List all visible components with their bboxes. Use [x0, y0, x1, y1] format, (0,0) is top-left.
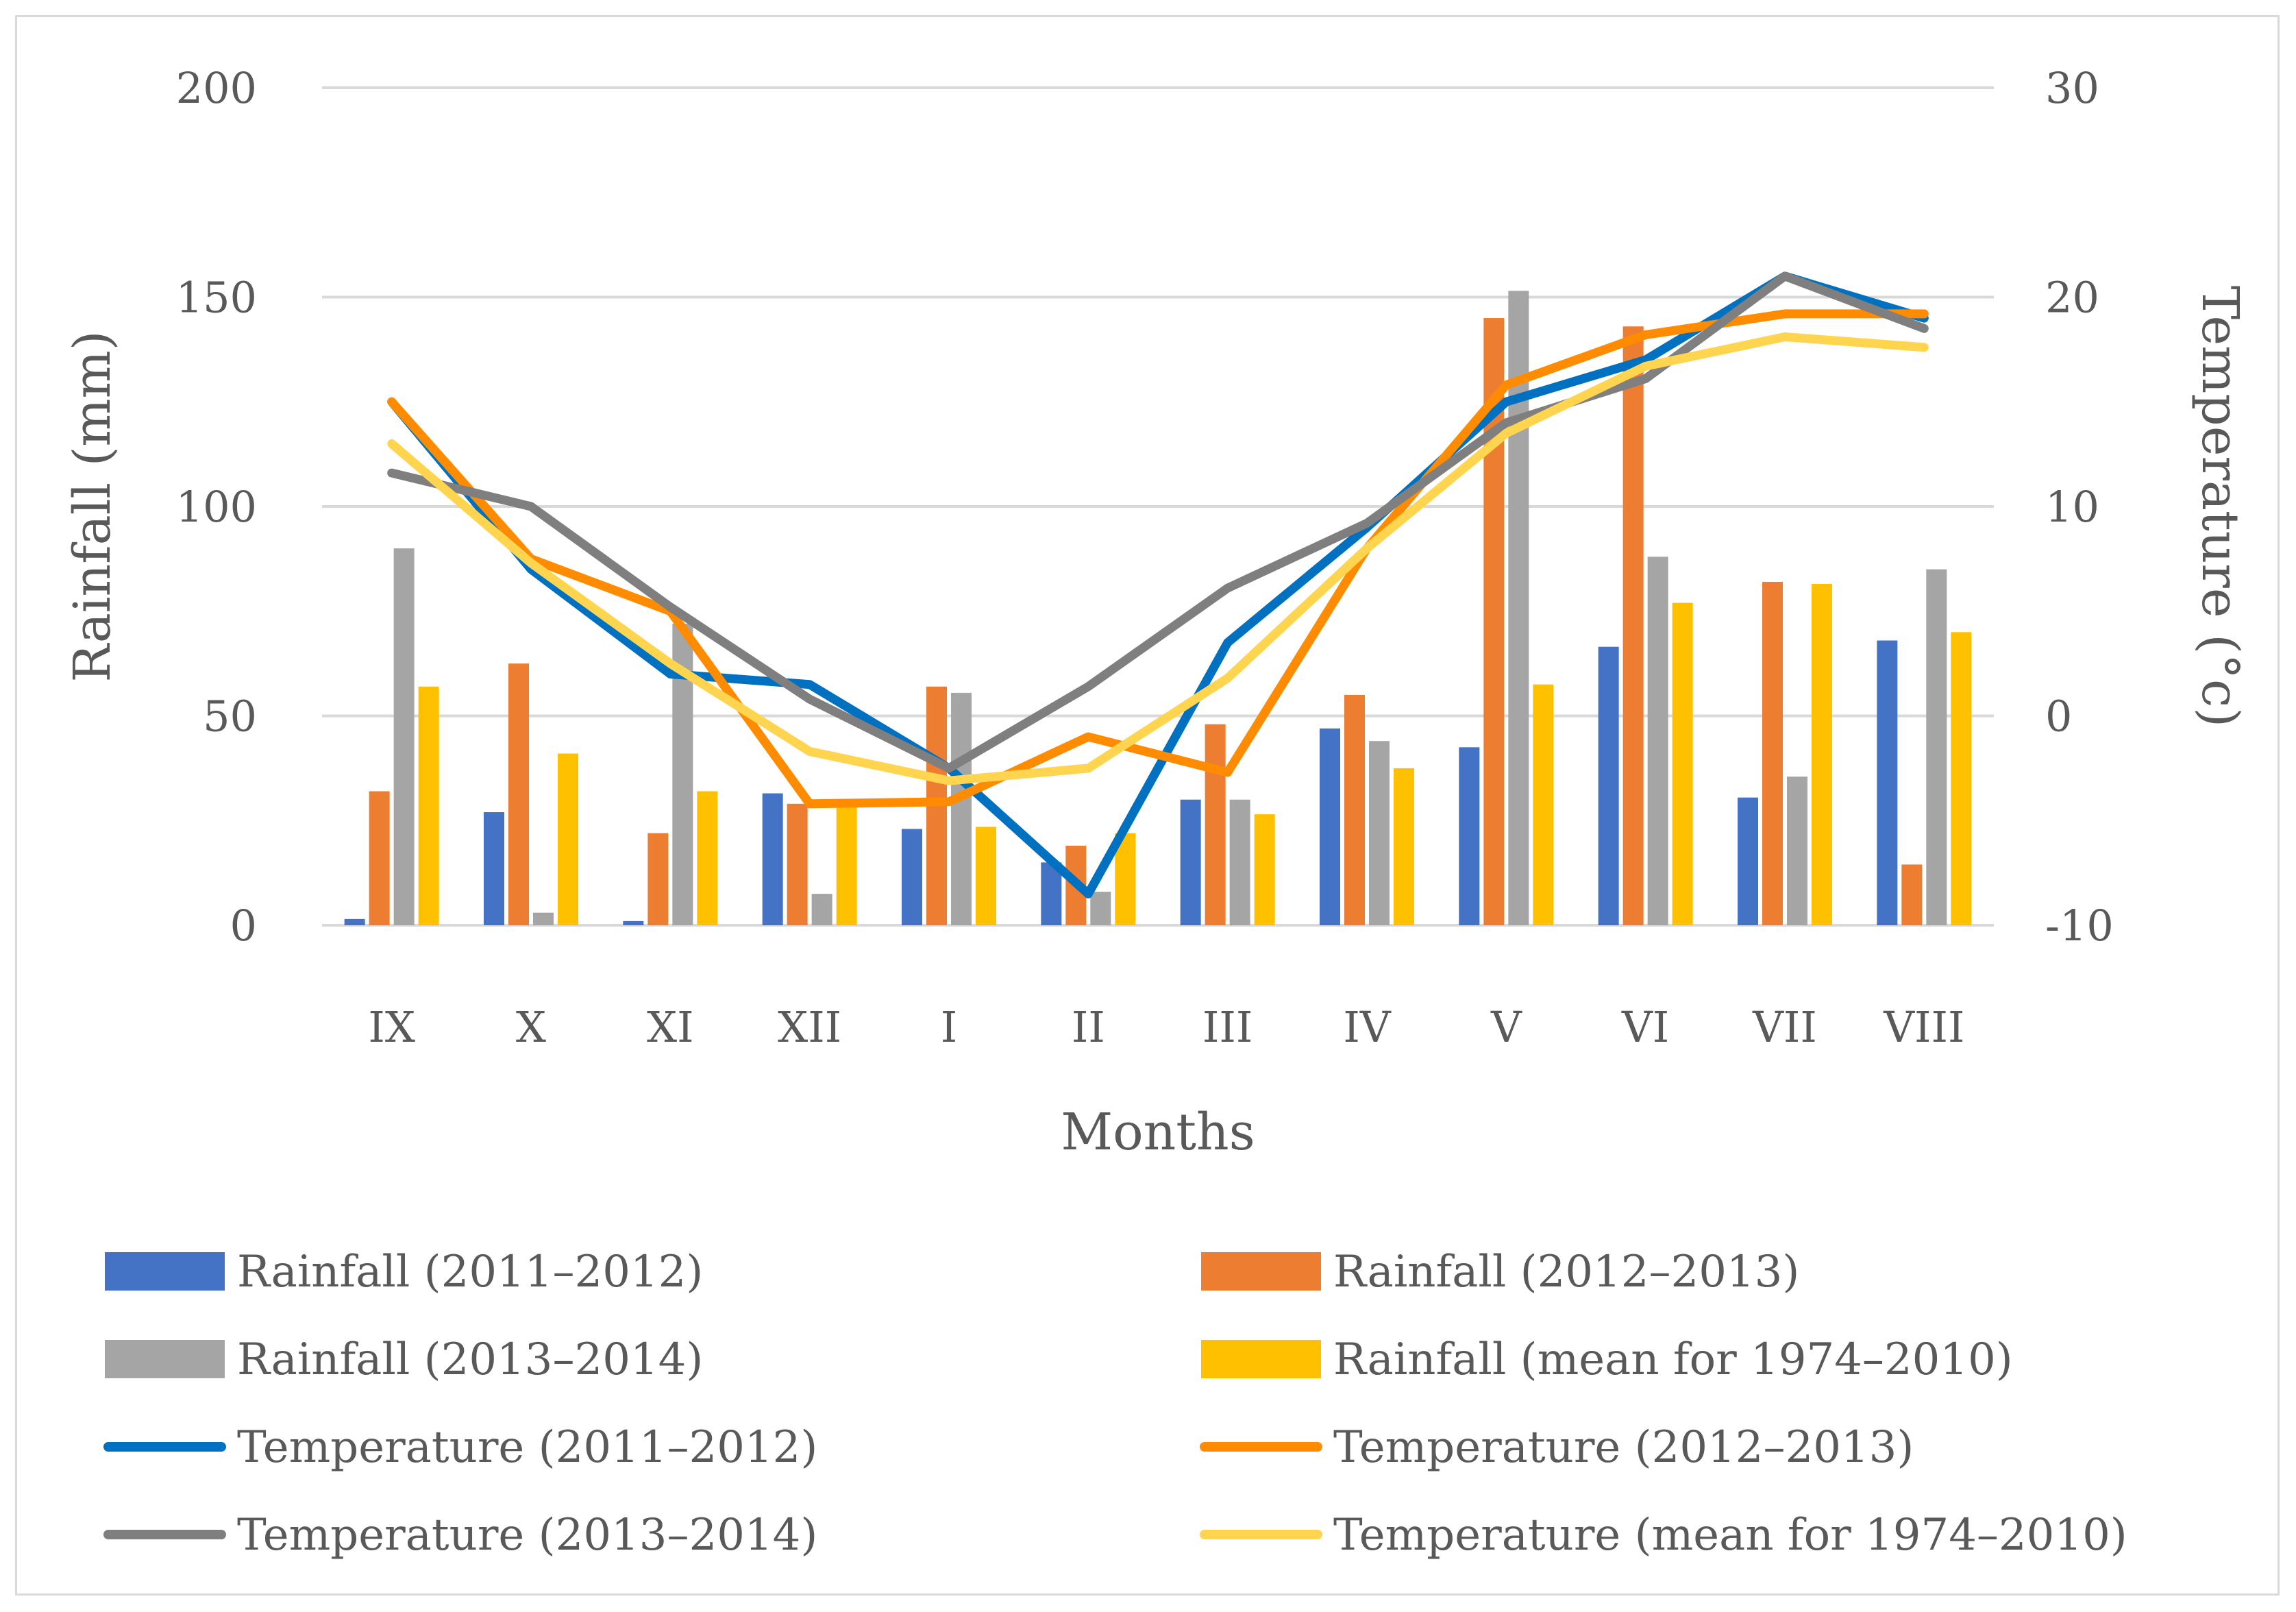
rainfall-bar — [623, 920, 644, 925]
rainfall-bar — [508, 663, 529, 925]
y2-tick-label: 0 — [2045, 692, 2072, 742]
rainfall-bar — [1951, 632, 1972, 925]
rainfall-bar — [1598, 646, 1619, 925]
x-tick-label: VII — [1752, 1002, 1817, 1052]
y-tick-label: 50 — [203, 692, 257, 742]
x-tick-label: IV — [1343, 1002, 1391, 1052]
rainfall-bar — [393, 548, 415, 925]
rainfall-bar — [1254, 814, 1275, 925]
gridlines — [322, 86, 1994, 927]
rainfall-bar — [1926, 569, 1947, 925]
rainfall-bar — [1901, 864, 1923, 925]
legend-label: Rainfall (2013–2014) — [237, 1334, 703, 1385]
rainfall-bar — [836, 803, 857, 925]
rainfall-bar — [1394, 768, 1414, 925]
y-tick-label: 0 — [230, 901, 257, 951]
y-tick-label: 200 — [176, 63, 257, 113]
rainfall-bar — [1180, 799, 1201, 925]
rainfall-bar — [1344, 694, 1365, 925]
rainfall-bar — [1205, 724, 1226, 925]
rainfall-bar — [558, 753, 578, 925]
rainfall-bar — [1812, 584, 1832, 925]
y2-axis-title: Temperature (°c) — [2190, 286, 2249, 728]
rainfall-bar — [1762, 581, 1783, 925]
rainfall-bar — [1533, 684, 1554, 925]
rainfall-bar — [951, 692, 972, 925]
rainfall-bar — [533, 912, 554, 925]
x-tick-label: VI — [1621, 1002, 1669, 1052]
rainfall-bar — [1369, 741, 1390, 925]
rainfall-bar — [1877, 640, 1898, 925]
x-tick-label: VIII — [1883, 1002, 1964, 1052]
legend-swatch — [105, 1252, 225, 1291]
legend: Rainfall (2011–2012) Rainfall (2012–2013)… — [103, 1247, 2127, 1561]
y-tick-label: 150 — [176, 273, 257, 323]
x-tick-label: I — [941, 1002, 958, 1052]
y2-tick-label: 20 — [2045, 273, 2099, 323]
rainfall-bar — [1787, 777, 1807, 925]
legend-swatch — [1201, 1340, 1321, 1378]
legend-label: Temperature (mean for 1974–2010) — [1333, 1510, 2127, 1561]
rainfall-bar — [787, 803, 808, 925]
rainfall-bar — [484, 812, 504, 925]
x-tick-label: IX — [368, 1002, 415, 1052]
temperature-lines — [387, 271, 1929, 899]
rainfall-bar — [811, 894, 832, 925]
x-tick-label: XII — [778, 1002, 841, 1052]
x-axis-title: Months — [1061, 1103, 1255, 1162]
temperature-line — [387, 271, 1929, 773]
rainfall-bars — [344, 291, 1972, 926]
rainfall-bar — [1320, 728, 1340, 925]
legend-label: Rainfall (2011–2012) — [237, 1247, 703, 1297]
rainfall-bar — [1738, 797, 1758, 925]
rainfall-bar — [762, 793, 783, 925]
rainfall-bar — [369, 791, 390, 925]
legend-label: Temperature (2012–2013) — [1333, 1422, 1914, 1473]
rainfall-bar — [418, 686, 439, 925]
rainfall-bar — [344, 918, 365, 925]
y-axis-title: Rainfall (mm) — [63, 330, 122, 682]
legend-label: Rainfall (mean for 1974–2010) — [1333, 1334, 2013, 1385]
temperature-line — [387, 332, 1929, 785]
y-tick-label: 100 — [176, 482, 257, 532]
rainfall-bar — [1229, 799, 1250, 925]
legend-label: Temperature (2013–2014) — [237, 1510, 817, 1561]
rainfall-bar — [1647, 557, 1668, 925]
x-tick-label: XI — [647, 1002, 694, 1052]
temperature-line — [387, 271, 1929, 899]
chart-frame: 0 50 100 150 200 -10 0 10 20 30 IX X XI XII I II III IV V V… — [15, 15, 2280, 1596]
temperature-line — [387, 309, 1929, 809]
legend-swatch — [105, 1340, 225, 1378]
x-tick-label: X — [516, 1002, 546, 1052]
y2-tick-label: 10 — [2045, 482, 2099, 532]
rainfall-bar — [1041, 862, 1062, 925]
rainfall-bar — [1090, 892, 1111, 925]
rainfall-bar — [647, 833, 669, 925]
y2-tick-label: -10 — [2045, 901, 2114, 951]
legend-label: Rainfall (2012–2013) — [1333, 1247, 1799, 1297]
rainfall-bar — [902, 829, 922, 925]
rainfall-bar — [976, 827, 996, 925]
x-tick-label: II — [1072, 1002, 1105, 1052]
x-tick-label: V — [1490, 1002, 1522, 1052]
legend-label: Temperature (2011–2012) — [237, 1422, 817, 1473]
rainfall-bar — [1672, 602, 1693, 925]
y2-tick-label: 30 — [2045, 63, 2099, 113]
legend-swatch — [1201, 1252, 1321, 1291]
rainfall-bar — [697, 791, 718, 925]
rainfall-bar — [1459, 747, 1480, 925]
rainfall-bar — [1622, 326, 1644, 925]
x-tick-label: III — [1202, 1002, 1252, 1052]
